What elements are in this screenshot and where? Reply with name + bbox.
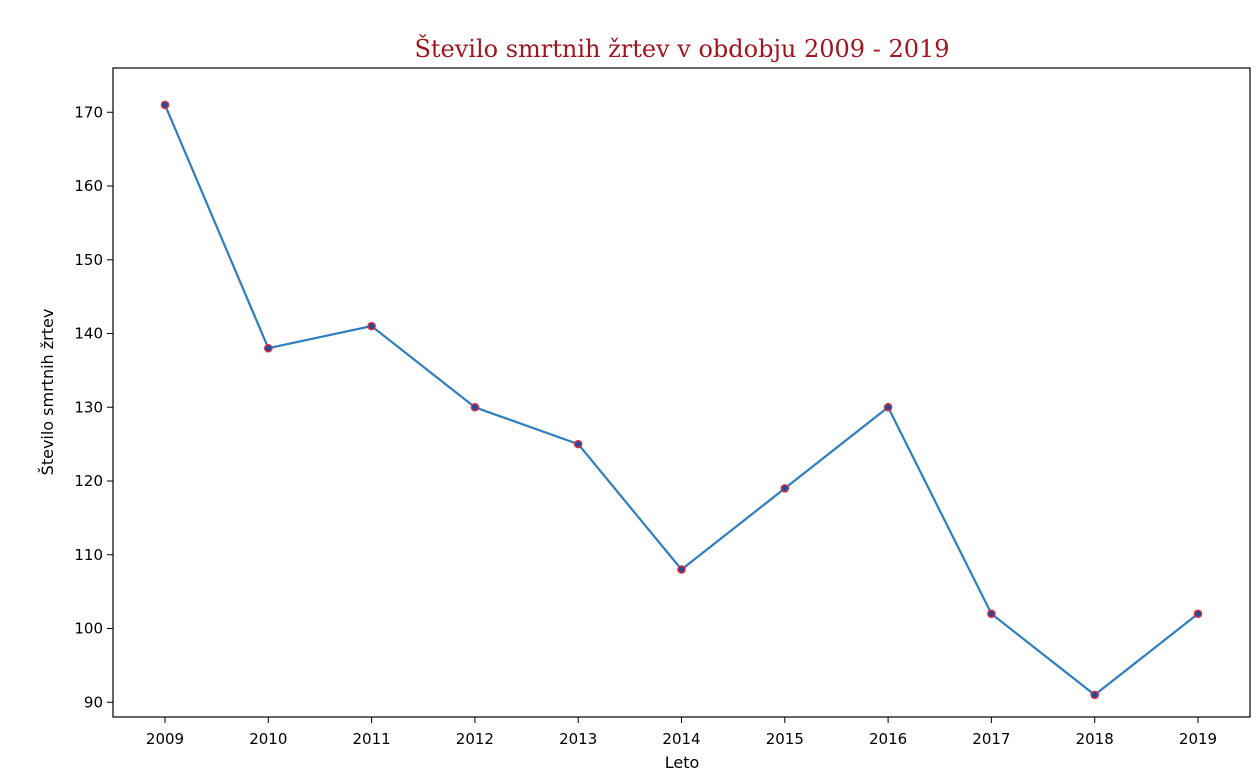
data-point [573,439,583,449]
data-point [883,402,893,412]
x-tick-label: 2016 [869,730,907,748]
data-point [160,100,170,110]
data-point [987,609,996,619]
data-point [367,321,376,331]
plot-frame [112,67,1251,718]
data-point [677,565,686,574]
y-tick-label: 170 [74,103,103,121]
x-axis: 2009 2010 2011 2012 2013 2014 2015 2016 2017 2018… [146,717,1217,748]
x-tick-label: 2019 [1179,730,1217,748]
y-tick-label: 130 [74,398,103,416]
x-tick-label: 2014 [662,730,700,748]
y-tick-label: 90 [84,693,103,711]
series-points [160,100,1203,700]
x-tick-label: 2015 [766,730,804,748]
y-tick-label: 140 [74,325,103,343]
chart-title: Število smrtnih žrtev v obdobju 2009 - 2… [414,34,949,63]
y-tick-label: 100 [74,620,103,638]
x-tick-label: 2009 [146,730,184,748]
data-point [263,343,273,353]
y-tick-label: 150 [74,251,103,269]
series-line [163,103,1200,697]
x-tick-label: 2011 [353,730,391,748]
x-tick-label: 2013 [559,730,597,748]
x-tick-label: 2010 [249,730,287,748]
data-point [1193,609,1203,619]
x-tick-label: 2017 [972,730,1010,748]
x-tick-label: 2018 [1076,730,1114,748]
data-point [1090,690,1099,700]
data-point [780,484,790,493]
x-tick-label: 2012 [456,730,494,748]
y-axis: 90 100 110 120 130 140 150 160 170 [74,103,113,711]
x-axis-label: Leto [665,753,700,772]
y-tick-label: 160 [74,177,103,195]
y-tick-label: 110 [74,546,103,564]
y-tick-label: 120 [74,472,103,490]
data-point [470,402,480,412]
y-axis-label: Število smrtnih žrtev [38,309,57,476]
